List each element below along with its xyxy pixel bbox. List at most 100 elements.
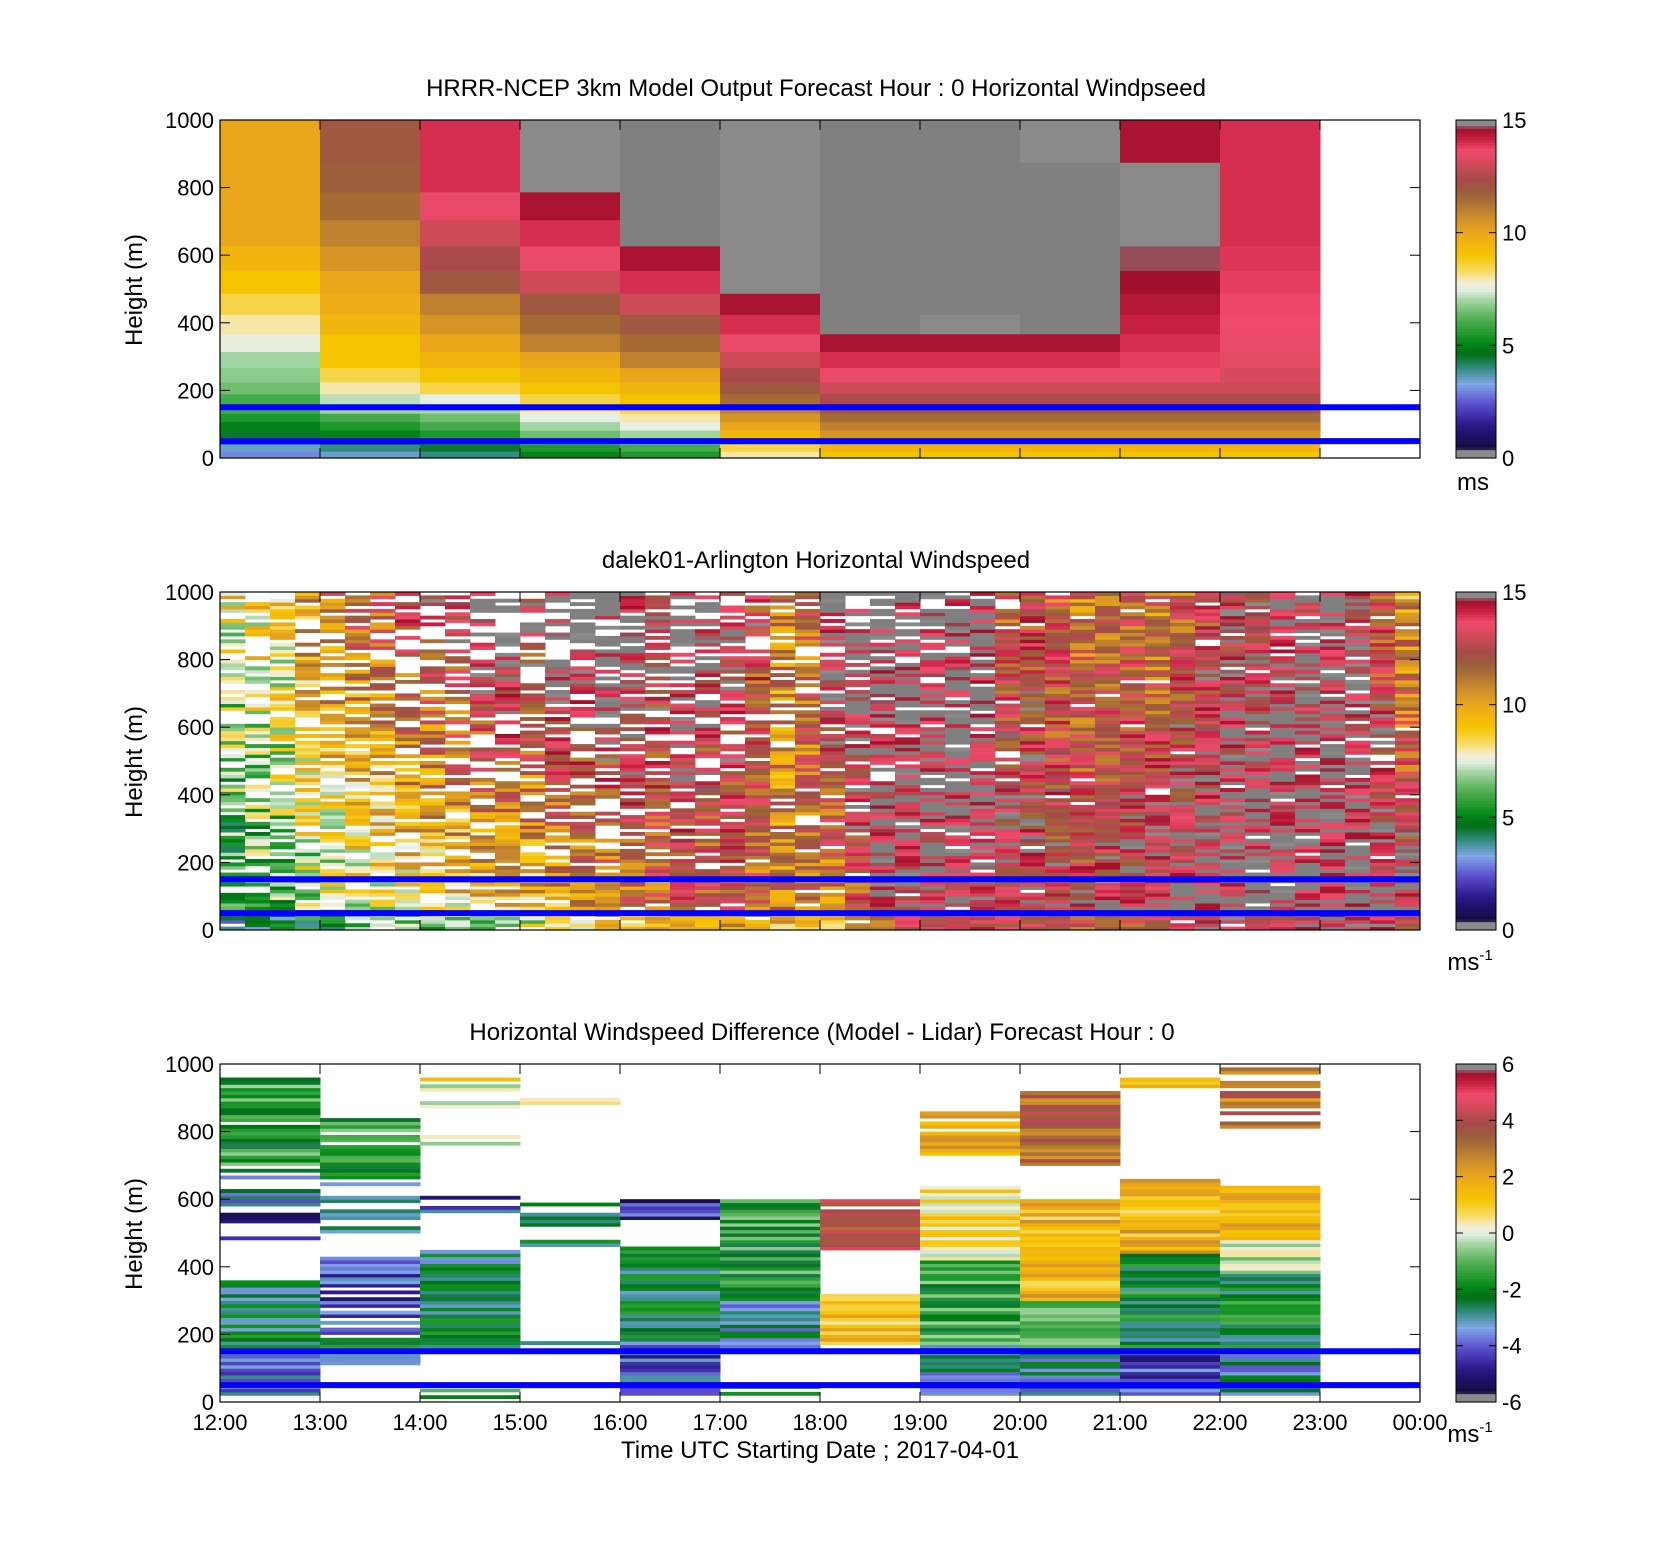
heatmap-cell — [470, 747, 496, 752]
heatmap-cell — [1295, 923, 1321, 928]
heatmap-cell — [1020, 451, 1121, 459]
heatmap-cell — [1045, 919, 1071, 924]
heatmap-cell — [1120, 314, 1221, 335]
heatmap-cell — [220, 740, 246, 745]
heatmap-cell — [270, 811, 296, 816]
heatmap-cell — [1020, 767, 1046, 772]
heatmap-cell — [920, 686, 946, 691]
heatmap-cell — [1095, 717, 1121, 721]
heatmap-cell — [420, 842, 446, 846]
heatmap-cell — [1245, 683, 1271, 688]
heatmap-cell — [845, 811, 871, 816]
heatmap-cell — [795, 774, 821, 779]
heatmap-cell — [945, 737, 971, 742]
heatmap-cell — [920, 713, 946, 718]
heatmap-cell — [545, 662, 571, 667]
heatmap-cell — [370, 710, 396, 715]
heatmap-cell — [320, 825, 346, 830]
heatmap-cell — [1220, 855, 1246, 860]
heatmap-cell — [1395, 828, 1421, 833]
heatmap-cell — [770, 777, 796, 782]
heatmap-cell — [1220, 444, 1321, 452]
heatmap-cell — [720, 605, 746, 610]
heatmap-cell — [620, 1337, 721, 1342]
heatmap-cell — [520, 740, 546, 745]
heatmap-cell — [695, 750, 721, 755]
heatmap-cell — [220, 767, 246, 772]
heatmap-cell — [995, 639, 1021, 644]
heatmap-cell — [1145, 852, 1171, 857]
heatmap-cell — [945, 842, 971, 846]
heatmap-cell — [995, 592, 1021, 596]
heatmap-cell — [1395, 852, 1421, 857]
heatmap-cell — [295, 693, 321, 698]
heatmap-cell — [1370, 926, 1396, 931]
heatmap-cell — [570, 676, 596, 681]
heatmap-cell — [1195, 598, 1221, 603]
heatmap-cell — [670, 872, 696, 877]
heatmap-cell — [320, 706, 346, 711]
heatmap-cell — [620, 923, 646, 928]
heatmap-cell — [995, 916, 1021, 921]
heatmap-cell — [1120, 872, 1146, 877]
heatmap-cell — [370, 818, 396, 823]
heatmap-cell — [1195, 859, 1221, 863]
heatmap-cell — [1295, 872, 1321, 877]
heatmap-cell — [1270, 740, 1296, 745]
heatmap-cell — [1370, 828, 1396, 833]
heatmap-cell — [795, 733, 821, 738]
heatmap-cell — [820, 811, 846, 816]
heatmap-cell — [1170, 838, 1196, 843]
heatmap-cell — [1245, 906, 1271, 911]
heatmap-cell — [570, 828, 596, 833]
heatmap-cell — [1220, 926, 1246, 931]
heatmap-cell — [795, 602, 821, 607]
heatmap-cell — [295, 700, 321, 705]
colorbar-tick-label: 5 — [1502, 333, 1514, 358]
heatmap-cell — [620, 798, 646, 803]
heatmap-cell — [1245, 831, 1271, 836]
heatmap-cell — [920, 635, 946, 640]
heatmap-cell — [1395, 615, 1421, 620]
heatmap-cell — [1070, 896, 1096, 901]
heatmap-cell — [770, 619, 796, 623]
heatmap-cell — [1120, 430, 1221, 439]
heatmap-cell — [1070, 754, 1096, 759]
heatmap-cell — [845, 669, 871, 674]
heatmap-cell — [795, 757, 821, 762]
heatmap-cell — [1120, 801, 1146, 806]
heatmap-cell — [820, 693, 846, 698]
heatmap-cell — [1345, 598, 1371, 603]
heatmap-cell — [695, 798, 721, 803]
heatmap-cell — [220, 727, 246, 732]
heatmap-cell — [620, 1202, 721, 1207]
heatmap-cell — [770, 595, 796, 600]
heatmap-cell — [520, 818, 546, 823]
heatmap-cell — [945, 635, 971, 640]
heatmap-cell — [970, 838, 996, 843]
heatmap-cell — [545, 673, 571, 677]
heatmap-cell — [745, 919, 771, 924]
heatmap-cell — [1220, 381, 1321, 395]
heatmap-cell — [620, 1310, 721, 1315]
heatmap-cell — [845, 700, 871, 705]
heatmap-cell — [1070, 872, 1096, 877]
heatmap-cell — [945, 659, 971, 664]
heatmap-cell — [1295, 764, 1321, 769]
heatmap-cell — [320, 717, 346, 721]
heatmap-cell — [1095, 683, 1121, 688]
heatmap-cell — [1045, 733, 1071, 738]
heatmap-cell — [1245, 693, 1271, 698]
heatmap-cell — [570, 784, 596, 789]
heatmap-cell — [845, 767, 871, 772]
heatmap-cell — [395, 852, 421, 857]
heatmap-cell — [270, 791, 296, 796]
heatmap-cell — [620, 1314, 721, 1318]
heatmap-cell — [1270, 886, 1296, 890]
heatmap-cell — [845, 679, 871, 684]
heatmap-cell — [720, 629, 746, 634]
heatmap-cell — [495, 635, 521, 640]
heatmap-cell — [1320, 899, 1346, 904]
heatmap-cell — [1120, 666, 1146, 671]
heatmap-cell — [1070, 629, 1096, 634]
